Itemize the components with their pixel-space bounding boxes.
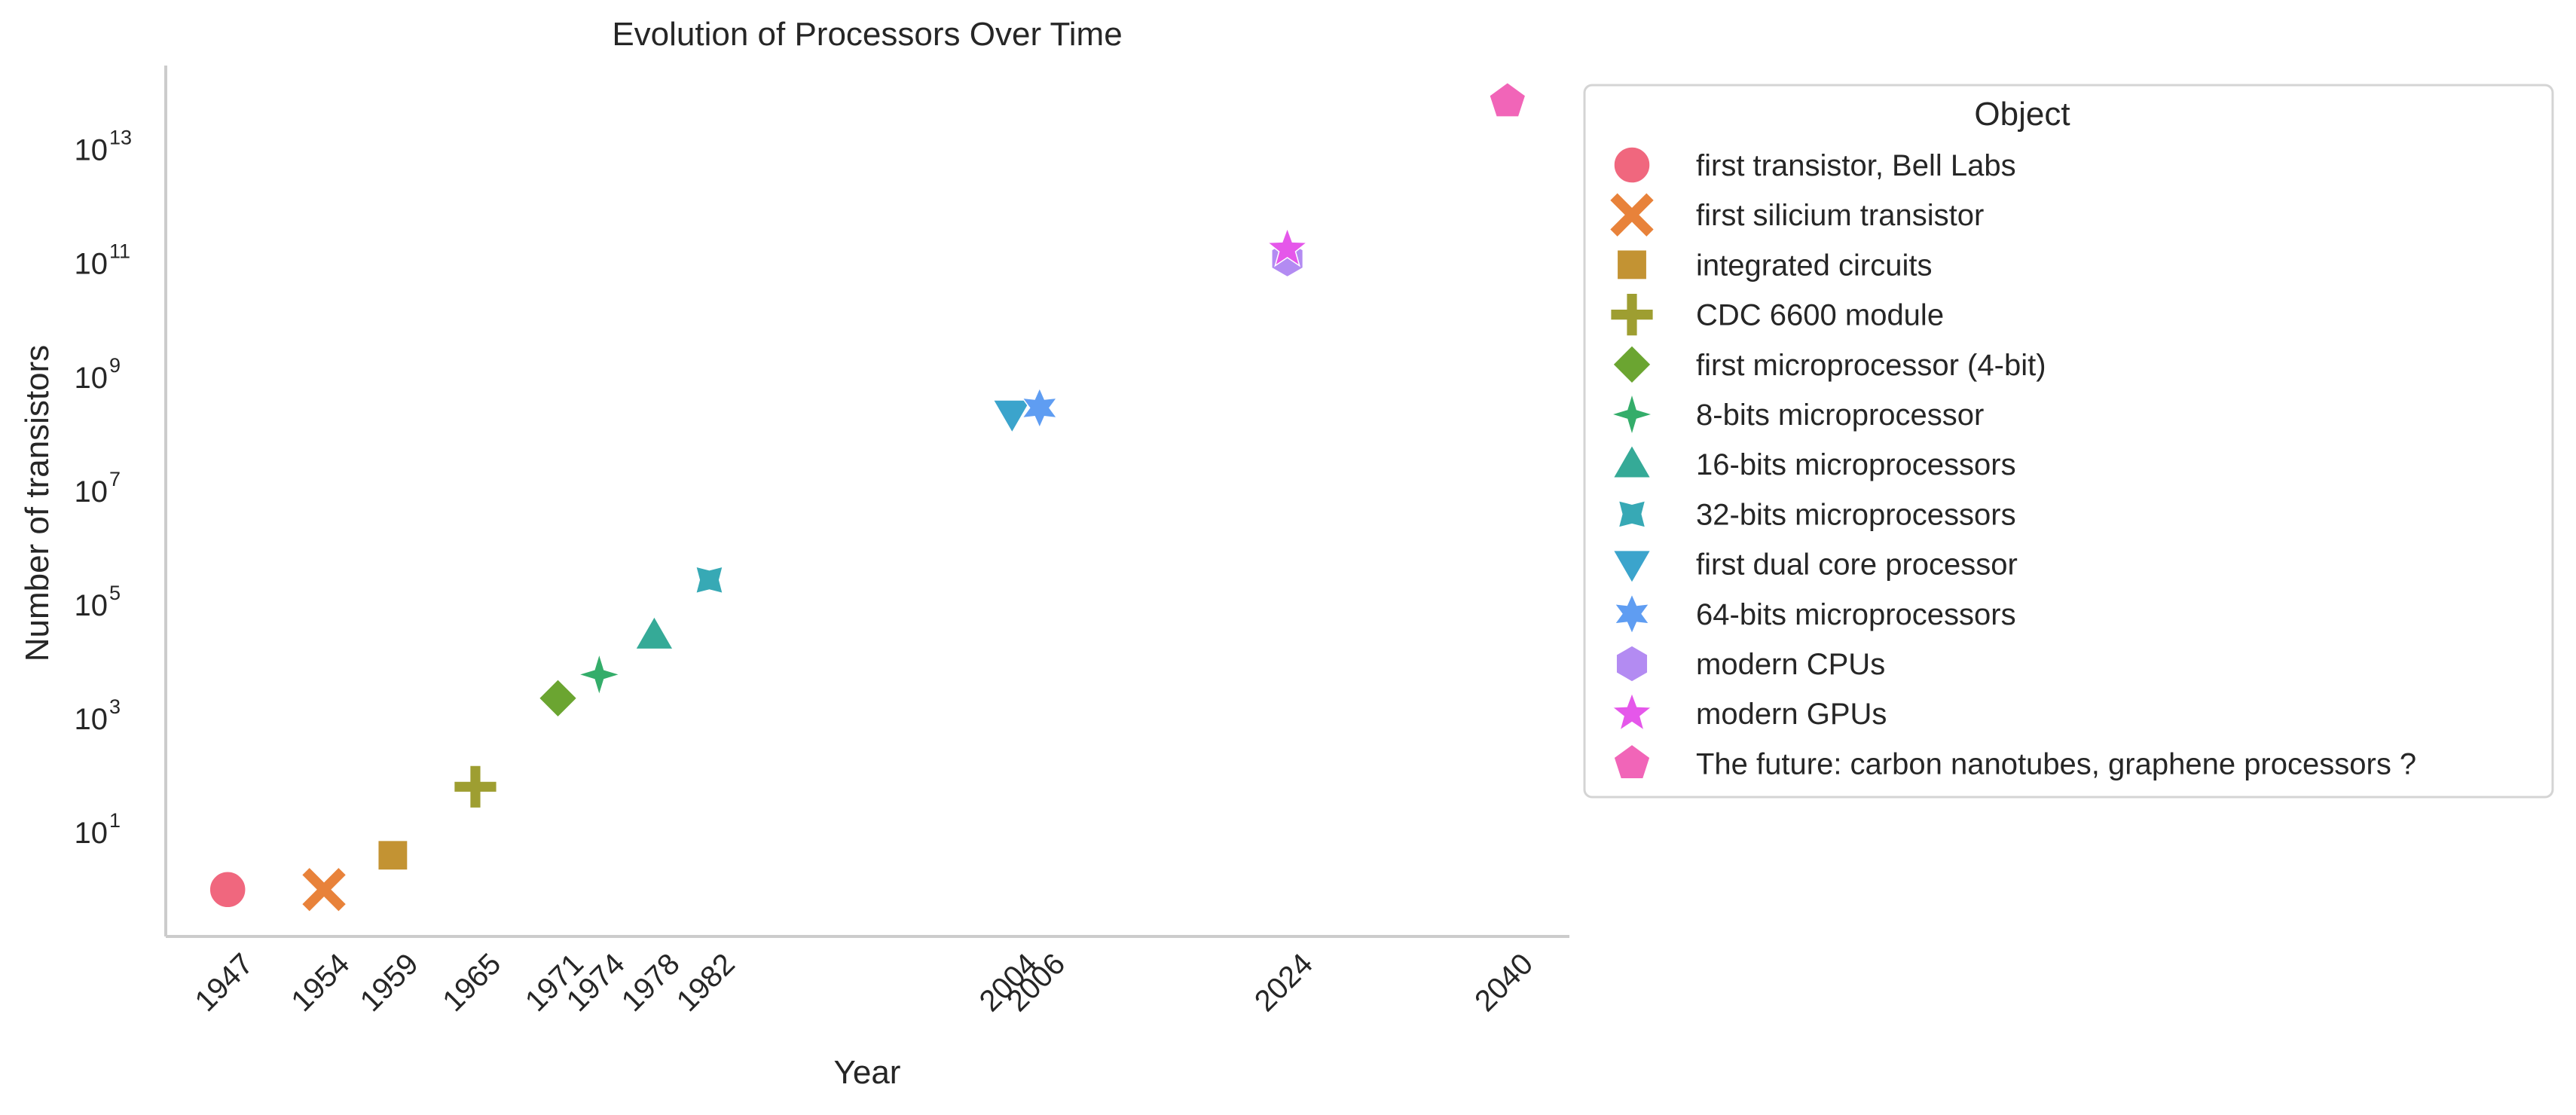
point-32-bits-microprocessors xyxy=(695,565,724,594)
legend-marker-32-bits-microprocessors xyxy=(1618,499,1646,529)
legend-item: 16-bits microprocessors xyxy=(1612,444,2016,481)
legend-label: 32-bits microprocessors xyxy=(1696,498,2016,531)
legend-item: The future: carbon nanotubes, graphene p… xyxy=(1613,744,2416,780)
legend-label: first transistor, Bell Labs xyxy=(1696,149,2016,182)
legend-marker-modern-gpus xyxy=(1610,691,1654,732)
legend-item: first microprocessor (4-bit) xyxy=(1612,344,2046,385)
legend-item: 8-bits microprocessor xyxy=(1609,391,1984,438)
legend-label: 8-bits microprocessor xyxy=(1696,399,1984,432)
point-first-silicium-transistor xyxy=(302,868,346,912)
x-axis-label: Year xyxy=(834,1054,901,1091)
point-first-microprocessor-4-bit xyxy=(538,678,578,719)
y-tick-label: 10 xyxy=(75,134,108,167)
legend-marker-integrated-circuits xyxy=(1616,249,1648,280)
x-tick-label: 1947 xyxy=(189,947,260,1018)
legend-label: 16-bits microprocessors xyxy=(1696,448,2016,481)
legend-marker-the-future-carbon-nanotubes-graphene-processors xyxy=(1613,744,1651,780)
point-64-bits-microprocessors xyxy=(1021,386,1059,429)
y-tick-exponent: 7 xyxy=(109,468,121,490)
legend-label: first silicium transistor xyxy=(1696,199,1984,232)
x-tick-label: 1959 xyxy=(354,947,425,1018)
legend-item: 64-bits microprocessors xyxy=(1613,592,2016,636)
point-8-bits-microprocessor xyxy=(576,652,622,698)
y-tick-label: 10 xyxy=(75,248,108,281)
legend-label: 64-bits microprocessors xyxy=(1696,598,2016,631)
y-tick-label: 10 xyxy=(75,475,108,509)
legend-label: modern GPUs xyxy=(1696,698,1887,731)
data-points xyxy=(209,81,1526,912)
legend-frame xyxy=(1583,84,2554,799)
legend-item: modern CPUs xyxy=(1615,645,1885,683)
y-tick-exponent: 11 xyxy=(109,240,130,263)
legend-marker-first-transistor-bell-labs xyxy=(1613,146,1651,184)
legend-marker-cdc-6600-module xyxy=(1611,294,1653,336)
x-tick-label: 2040 xyxy=(1468,947,1539,1018)
legend-label: modern CPUs xyxy=(1696,648,1885,681)
point-modern-gpus xyxy=(1266,226,1309,267)
x-tick-label: 1982 xyxy=(671,947,741,1018)
x-tick-label: 1954 xyxy=(285,947,356,1018)
legend-item: modern GPUs xyxy=(1610,691,1887,732)
legend-item: integrated circuits xyxy=(1616,249,1932,282)
y-tick-exponent: 9 xyxy=(109,354,121,377)
y-tick-label: 10 xyxy=(75,589,108,622)
legend-marker-8-bits-microprocessor xyxy=(1609,391,1655,438)
x-tick-label: 2024 xyxy=(1248,947,1319,1018)
legend-item: 32-bits microprocessors xyxy=(1618,498,2016,531)
legend-label: The future: carbon nanotubes, graphene p… xyxy=(1696,747,2416,780)
chart-title: Evolution of Processors Over Time xyxy=(612,16,1122,53)
point-integrated-circuits xyxy=(377,839,408,871)
legend-label: integrated circuits xyxy=(1696,249,1932,282)
legend-item: first transistor, Bell Labs xyxy=(1613,146,2016,184)
y-axis-label: Number of transistors xyxy=(19,345,56,662)
y-tick-exponent: 13 xyxy=(109,127,132,149)
point-first-dual-core-processor xyxy=(992,399,1032,434)
legend-item: first silicium transistor xyxy=(1610,193,1984,237)
legend-item: CDC 6600 module xyxy=(1611,294,1944,336)
y-tick-label: 10 xyxy=(75,362,108,395)
point-first-transistor-bell-labs xyxy=(209,871,246,909)
y-tick-exponent: 1 xyxy=(109,809,121,832)
legend-marker-16-bits-microprocessors xyxy=(1612,444,1652,478)
point-the-future-carbon-nanotubes-graphene-processors xyxy=(1488,81,1526,118)
legend-label: CDC 6600 module xyxy=(1696,299,1944,332)
legend-label: first dual core processor xyxy=(1696,548,2018,582)
legend-marker-first-silicium-transistor xyxy=(1610,193,1654,237)
legend-title: Object xyxy=(1974,96,2070,133)
legend-label: first microprocessor (4-bit) xyxy=(1696,349,2046,382)
legend-marker-modern-cpus xyxy=(1615,645,1649,683)
legend-marker-first-dual-core-processor xyxy=(1612,549,1652,585)
point-cdc-6600-module xyxy=(454,765,497,808)
legend: Object first transistor, Bell Labs first … xyxy=(1583,84,2554,799)
y-tick-label: 10 xyxy=(75,703,108,736)
x-tick-label: 1965 xyxy=(436,947,507,1018)
y-tick-label: 10 xyxy=(75,817,108,850)
y-tick-exponent: 5 xyxy=(109,582,121,604)
y-tick-exponent: 3 xyxy=(109,695,121,718)
x-tick-label: 1978 xyxy=(616,947,686,1018)
legend-item: first dual core processor xyxy=(1612,548,2018,585)
point-16-bits-microprocessors xyxy=(634,615,674,650)
legend-marker-first-microprocessor-4-bit xyxy=(1612,344,1652,385)
legend-marker-64-bits-microprocessors xyxy=(1613,592,1651,636)
